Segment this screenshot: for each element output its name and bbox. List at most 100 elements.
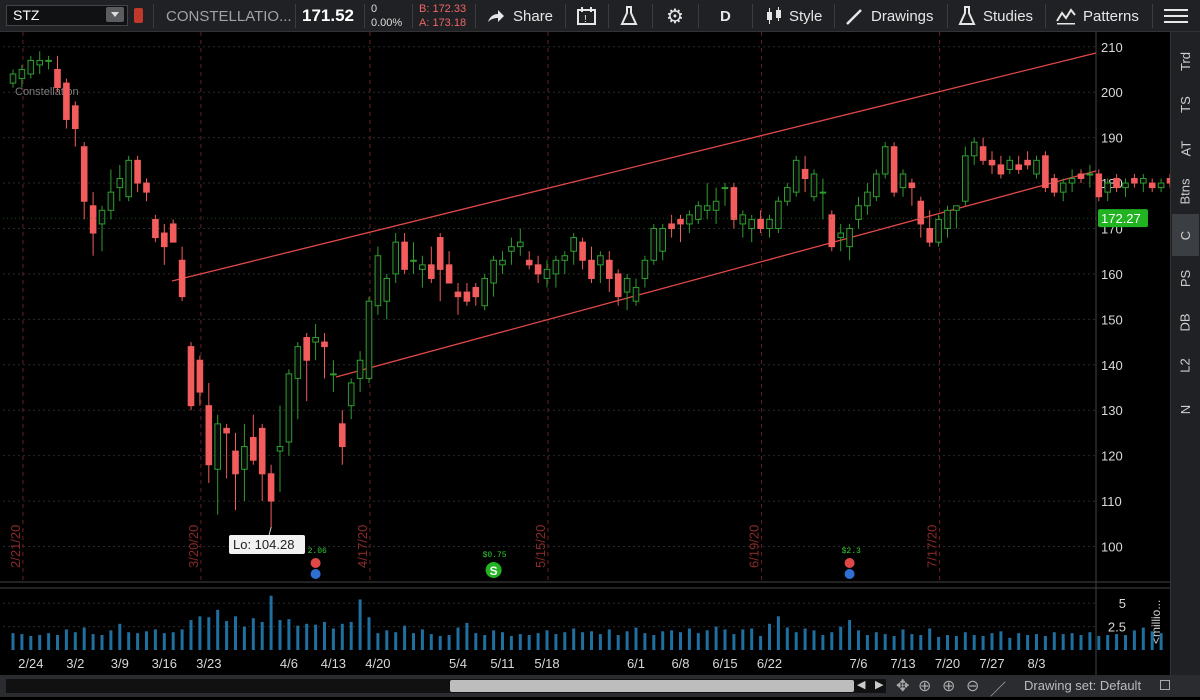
volume-bar bbox=[598, 634, 602, 650]
candle-body bbox=[1140, 178, 1147, 184]
candle-body bbox=[935, 218, 942, 243]
volume-bar bbox=[180, 629, 184, 650]
candle-body bbox=[1148, 182, 1156, 189]
candle-body bbox=[18, 68, 26, 80]
candle-body bbox=[223, 427, 230, 434]
candle-body bbox=[72, 105, 79, 130]
side-tab-label: Trd bbox=[1178, 51, 1193, 71]
volume-bar bbox=[278, 620, 282, 650]
candle-body bbox=[1051, 178, 1058, 193]
candle-body bbox=[250, 436, 257, 461]
candle-body bbox=[374, 255, 382, 307]
side-tab-l2[interactable]: L2 bbox=[1172, 345, 1199, 387]
side-tab-db[interactable]: DB bbox=[1172, 301, 1199, 343]
candle-body bbox=[944, 209, 951, 229]
crosshair-icon[interactable]: ⊕ bbox=[918, 678, 932, 695]
candle-body bbox=[864, 191, 871, 207]
share-icon bbox=[488, 10, 504, 22]
drawings-button[interactable]: Drawings bbox=[846, 0, 934, 32]
candle-body bbox=[846, 227, 853, 248]
bottom-bar: ◀ ▶ ✥ ⊕ ⊕ ⊖ ／ Drawing set: Default bbox=[0, 675, 1200, 699]
side-tab-c[interactable]: C bbox=[1172, 214, 1199, 256]
link-color-icon[interactable] bbox=[134, 8, 143, 23]
candle-body bbox=[721, 187, 729, 190]
net-change: 0 bbox=[371, 3, 378, 15]
x-axis-label: 7/6 bbox=[849, 656, 867, 671]
drawing-set[interactable]: Drawing set: Default bbox=[1024, 678, 1142, 693]
candle-body bbox=[730, 187, 738, 220]
patterns-label: Patterns bbox=[1083, 7, 1139, 25]
candle-body bbox=[926, 227, 934, 243]
style-button[interactable]: Style bbox=[765, 0, 822, 32]
menu-button[interactable] bbox=[1164, 0, 1188, 32]
price-tick-label: 200 bbox=[1101, 85, 1123, 100]
volume-bar bbox=[483, 635, 487, 650]
separator bbox=[652, 4, 653, 28]
candle-body bbox=[810, 173, 818, 198]
candle-body bbox=[881, 146, 889, 175]
drawing-set-dropdown-icon[interactable] bbox=[1160, 680, 1170, 690]
share-button[interactable]: Share bbox=[486, 0, 553, 32]
volume-bar bbox=[109, 630, 113, 650]
zoom-out-icon[interactable]: ⊖ bbox=[966, 678, 980, 695]
candle-body bbox=[89, 205, 97, 234]
side-tab-at[interactable]: AT bbox=[1172, 127, 1199, 169]
scrollbar-thumb[interactable] bbox=[450, 680, 854, 692]
candle-body bbox=[9, 73, 17, 84]
candle-body bbox=[739, 214, 747, 225]
volume-bar bbox=[367, 617, 371, 650]
side-tab-label: N bbox=[1177, 404, 1193, 414]
chart-canvas[interactable]: 1001101201301401501601701801902002102/21… bbox=[0, 32, 1200, 675]
scroll-left-icon[interactable]: ◀ bbox=[857, 679, 866, 691]
volume-bar bbox=[581, 632, 585, 650]
draw-line-icon[interactable]: ／ bbox=[990, 682, 1007, 699]
aggregation-button[interactable]: D bbox=[720, 7, 731, 25]
candle-body bbox=[214, 423, 221, 470]
symbol-dropdown-icon[interactable] bbox=[106, 7, 124, 22]
candle-body bbox=[1113, 178, 1120, 189]
separator bbox=[412, 4, 413, 28]
volume-bar bbox=[189, 620, 193, 650]
price-tick-label: 160 bbox=[1101, 267, 1123, 282]
candle-body bbox=[775, 200, 782, 229]
side-tab-ps[interactable]: PS bbox=[1172, 258, 1199, 300]
volume-bar bbox=[73, 632, 77, 650]
side-tab-btns[interactable]: Btns bbox=[1172, 171, 1199, 213]
candle-body bbox=[632, 287, 640, 302]
pan-icon[interactable]: ✥ bbox=[896, 678, 910, 695]
flask-button[interactable] bbox=[620, 0, 638, 32]
side-tab-label: AT bbox=[1178, 140, 1193, 156]
calendar-icon: ! bbox=[577, 7, 596, 25]
candle-body bbox=[855, 205, 862, 220]
candle-body bbox=[116, 178, 124, 189]
volume-bar bbox=[127, 632, 131, 650]
volume-bar bbox=[714, 626, 718, 650]
zoom-in-icon[interactable]: ⊕ bbox=[942, 678, 956, 695]
symbol-input[interactable]: STZ bbox=[6, 5, 128, 26]
volume-bar bbox=[412, 633, 415, 650]
side-tab-trd[interactable]: Trd bbox=[1172, 40, 1199, 82]
side-tab-ts[interactable]: TS bbox=[1172, 84, 1199, 126]
scroll-right-icon[interactable]: ▶ bbox=[875, 679, 884, 691]
side-tab-n[interactable]: N bbox=[1172, 388, 1199, 430]
volume-bar bbox=[331, 628, 335, 650]
settings-button[interactable]: ⚙ bbox=[666, 0, 684, 32]
flask-icon bbox=[958, 6, 976, 25]
earnings-label: 2.06 bbox=[308, 547, 327, 556]
x-axis-label: 5/18 bbox=[534, 656, 559, 671]
patterns-button[interactable]: Patterns bbox=[1056, 0, 1139, 32]
last-price: 171.52 bbox=[302, 6, 354, 25]
separator bbox=[1045, 4, 1046, 28]
dividend-icon-glyph: S bbox=[490, 564, 498, 578]
candle-body bbox=[837, 232, 845, 239]
volume-bar bbox=[972, 635, 976, 650]
volume-bar bbox=[47, 633, 51, 650]
candle-body bbox=[890, 146, 898, 193]
price-tick-label: 210 bbox=[1101, 40, 1123, 55]
studies-button[interactable]: Studies bbox=[958, 0, 1033, 32]
expiry-label: 3/20/20 bbox=[186, 525, 201, 568]
candle-body bbox=[1131, 178, 1138, 184]
price-chart[interactable]: 100 110 120 130 140 150 160 170 180 190 200 210 2/21… bbox=[0, 32, 1200, 675]
calendar-button[interactable]: ! bbox=[577, 0, 597, 32]
volume-bar bbox=[349, 621, 353, 650]
